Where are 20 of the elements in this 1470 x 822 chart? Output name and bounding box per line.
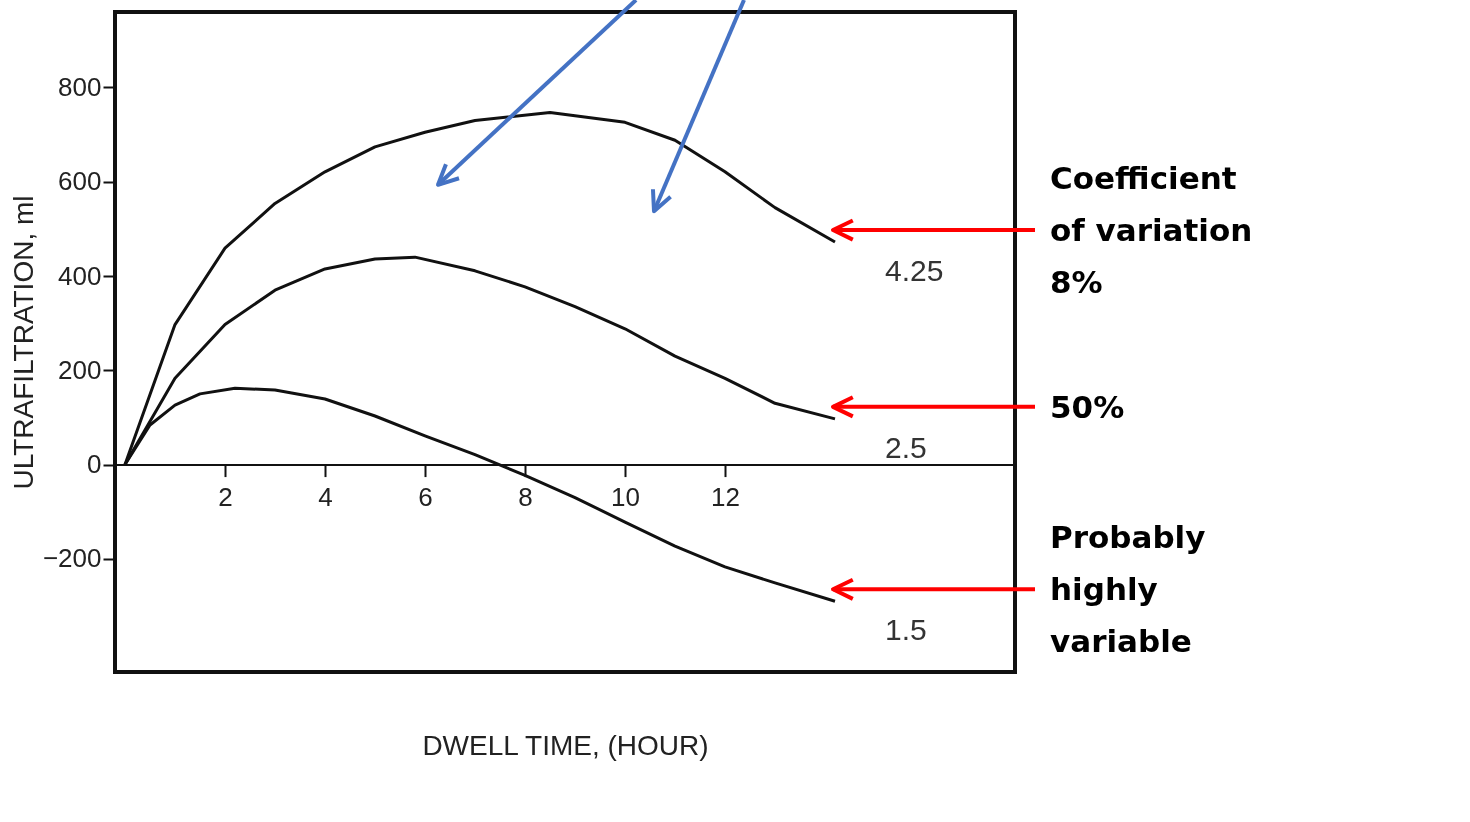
x-axis-title: DWELL TIME, (HOUR) [422, 729, 709, 761]
y-tick-label: 600 [58, 166, 102, 197]
y-axis-title: ULTRAFILTRATION, ml [7, 195, 39, 490]
x-tick-label: 2 [218, 482, 233, 513]
y-tick-label: 200 [58, 354, 102, 385]
y-tick-label: 800 [58, 71, 102, 102]
y-tick-label: −200 [42, 543, 102, 574]
x-tick-label: 8 [518, 482, 533, 513]
text: Coefficient of variation 8% [1050, 160, 1253, 301]
text: 50% [1050, 388, 1125, 425]
x-tick-label: 10 [611, 482, 640, 513]
text: Probably highly variable [1050, 519, 1206, 660]
x-tick-label: 4 [318, 482, 333, 513]
series-label: 4.25 [885, 254, 944, 288]
x-tick-label: 12 [711, 482, 740, 513]
series-label: 1.5 [885, 613, 927, 647]
y-tick-label: 0 [87, 449, 102, 480]
y-tick-label: 400 [58, 260, 102, 291]
series-label: 2.5 [885, 430, 927, 464]
x-tick-label: 6 [418, 482, 433, 513]
